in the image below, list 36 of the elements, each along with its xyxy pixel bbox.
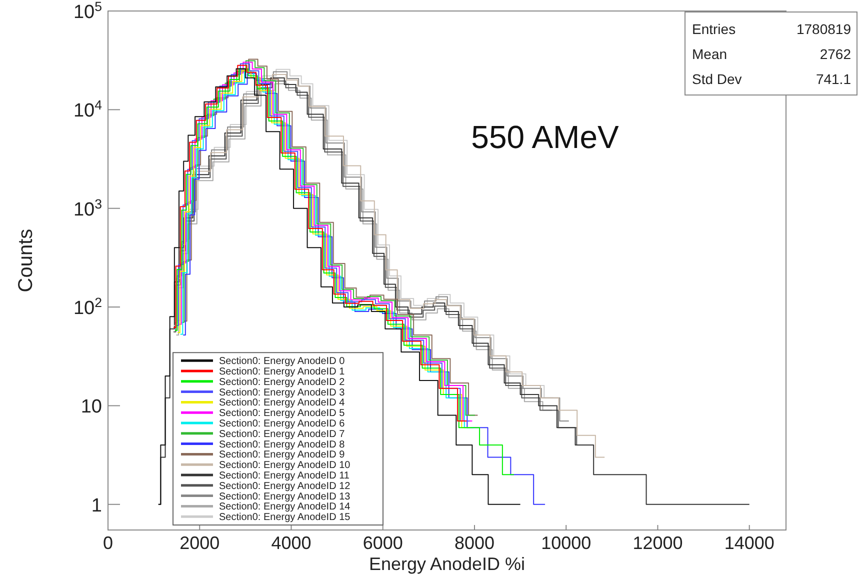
legend-label: Section0: Energy AnodeID 15	[219, 512, 351, 524]
annotation: 550 AMeV	[471, 119, 620, 155]
legend-label: Section0: Energy AnodeID 0	[219, 356, 346, 368]
legend-label: Section0: Energy AnodeID 13	[219, 491, 351, 502]
x-axis-title: Energy AnodeID %i	[368, 554, 526, 574]
x-tick-label: 8000	[454, 533, 495, 553]
legend-label: Section0: Energy AnodeID 1	[219, 366, 346, 378]
legend-label: Section0: Energy AnodeID 14	[219, 502, 351, 513]
y-tick-label: 10$^{3}$	[73, 196, 102, 220]
x-tick-label: 2000	[180, 533, 220, 553]
x-tick-label: 6000	[362, 533, 403, 553]
x-tick-label: 14000	[724, 533, 774, 553]
legend-label: Section0: Energy AnodeID 10	[219, 460, 351, 472]
x-tick-label: 0	[102, 533, 114, 553]
x-tick-label: 12000	[632, 533, 683, 553]
x-tick-label: 10000	[541, 533, 592, 553]
y-tick-label: 1	[91, 495, 102, 516]
text: Entries 1780819	[692, 21, 851, 37]
text: Mean 2762	[692, 46, 851, 62]
y-axis-title: Counts	[15, 228, 37, 292]
legend-label: Section0: Energy AnodeID 8	[219, 439, 346, 450]
y-tick-label: 10$^{4}$	[73, 97, 102, 122]
legend-label: Section0: Energy AnodeID 9	[219, 450, 346, 461]
y-tick-label: 10$^{2}$	[73, 294, 102, 320]
y-tick-label: 10$^{5}$	[73, 0, 102, 23]
legend-label: Section0: Energy AnodeID 7	[219, 428, 346, 440]
legend-label: Section0: Energy AnodeID 12	[219, 480, 351, 492]
legend-label: Section0: Energy AnodeID 4	[219, 398, 346, 409]
y-tick-label: 10	[80, 396, 102, 418]
legend-label: Section0: Energy AnodeID 3	[219, 387, 346, 398]
legend-label: Section0: Energy AnodeID 5	[219, 408, 346, 420]
text: Std Dev 741.1	[692, 71, 851, 87]
legend-label: Section0: Energy AnodeID 6	[219, 418, 346, 430]
x-tick-label: 4000	[271, 533, 312, 553]
legend-label: Section0: Energy AnodeID 2	[219, 376, 346, 388]
legend-label: Section0: Energy AnodeID 11	[219, 470, 350, 482]
